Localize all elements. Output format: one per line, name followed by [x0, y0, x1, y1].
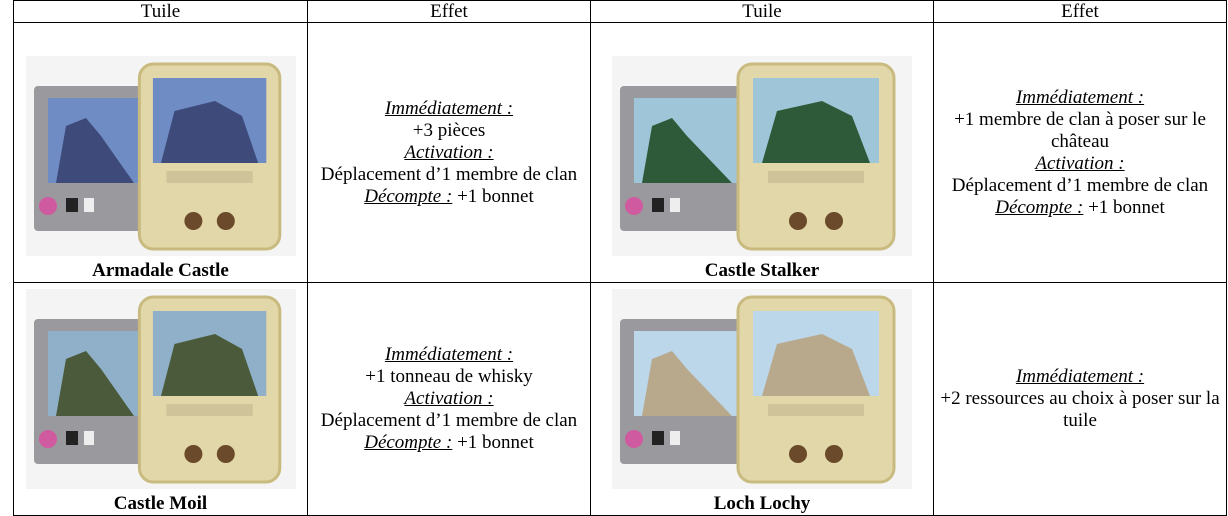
table-row: Castle Moil Immédiatement : +1 tonneau de …: [13, 282, 1227, 516]
effect-text: +1 bonnet: [457, 185, 534, 207]
tile-photo: [612, 289, 912, 489]
tile: Castle Moil: [14, 283, 307, 515]
effect-text: Déplacement d’1 membre de clan: [951, 174, 1209, 196]
effect-cell: Immédiatement : +3 pièces Activation : Dépl…: [307, 22, 591, 283]
effect-line: Immédiatement :: [938, 87, 1222, 109]
tile: Armadale Castle: [14, 23, 307, 282]
effect-text: +1 membre de clan à poser sur le château: [954, 108, 1206, 152]
effect-line: Activation :: [312, 142, 586, 164]
column-header: Tuile: [590, 0, 934, 23]
tile-cell: Armadale Castle: [13, 22, 308, 283]
effect-line: +1 tonneau de whisky: [312, 366, 586, 388]
effect-heading: Activation :: [404, 388, 494, 409]
tile-name: Castle Stalker: [704, 260, 820, 281]
effect-heading: Activation :: [404, 141, 494, 163]
effect-line: Déplacement d’1 membre de clan: [938, 175, 1222, 197]
tile-photo: [612, 56, 912, 256]
tile-name: Armadale Castle: [92, 260, 229, 281]
effect-line: +2 ressources au choix à poser sur la tu…: [938, 388, 1222, 432]
effect-line: Activation :: [938, 153, 1222, 175]
effect-line: Décompte : +1 bonnet: [312, 186, 586, 208]
tile: Castle Stalker: [591, 23, 933, 282]
effect-text: +2 ressources au choix à poser sur la tu…: [940, 388, 1220, 431]
effect-text: +3 pièces: [412, 119, 486, 141]
effect-cell: Immédiatement : +2 ressources au choix à …: [933, 282, 1227, 516]
effect-heading: Immédiatement :: [384, 344, 514, 365]
tiles-table: Tuile Effet Tuile Effet Armadale Castle Immé…: [13, 0, 1227, 516]
effect-heading: Immédiatement :: [1015, 86, 1145, 108]
header-row: Tuile Effet Tuile Effet: [13, 0, 1227, 23]
effect-line: Déplacement d’1 membre de clan: [312, 410, 586, 432]
effect-heading: Décompte :: [364, 432, 453, 453]
tile-cell: Loch Lochy: [590, 282, 934, 516]
effect-line: +3 pièces: [312, 120, 586, 142]
effect-line: Immédiatement :: [312, 98, 586, 120]
effect: Immédiatement : +1 membre de clan à poser…: [934, 87, 1226, 219]
effect: Immédiatement : +3 pièces Activation : Dépl…: [308, 98, 590, 208]
effect-text: +1 bonnet: [1088, 196, 1165, 218]
effect-line: Immédiatement :: [312, 344, 586, 366]
tile-name: Loch Lochy: [713, 493, 811, 514]
effect-heading: Activation :: [1035, 152, 1125, 174]
effect-line: Déplacement d’1 membre de clan: [312, 164, 586, 186]
effect: Immédiatement : +1 tonneau de whisky Activ…: [308, 344, 590, 454]
tile-cell: Castle Stalker: [590, 22, 934, 283]
table-row: Armadale Castle Immédiatement : +3 pièces A…: [13, 22, 1227, 283]
column-header: Effet: [307, 0, 591, 23]
effect-line: Immédiatement :: [938, 366, 1222, 388]
effect-text: +1 bonnet: [457, 432, 534, 453]
tile: Loch Lochy: [591, 283, 933, 515]
column-header: Effet: [933, 0, 1227, 23]
effect-line: Activation :: [312, 388, 586, 410]
column-header: Tuile: [13, 0, 308, 23]
tile-name: Castle Moil: [113, 493, 208, 514]
effect: Immédiatement : +2 ressources au choix à …: [934, 366, 1226, 432]
effect-cell: Immédiatement : +1 membre de clan à poser…: [933, 22, 1227, 283]
effect-heading: Immédiatement :: [384, 97, 514, 119]
effect-heading: Décompte :: [995, 196, 1084, 218]
tile-photo: [25, 56, 296, 256]
tile-cell: Castle Moil: [13, 282, 308, 516]
effect-text: +1 tonneau de whisky: [365, 366, 533, 387]
effect-line: Décompte : +1 bonnet: [938, 197, 1222, 219]
effect-line: +1 membre de clan à poser sur le château: [938, 109, 1222, 153]
effect-heading: Décompte :: [364, 185, 453, 207]
effect-heading: Immédiatement :: [1015, 366, 1145, 387]
effect-cell: Immédiatement : +1 tonneau de whisky Activ…: [307, 282, 591, 516]
effect-text: Déplacement d’1 membre de clan: [320, 410, 578, 431]
effect-line: Décompte : +1 bonnet: [312, 432, 586, 454]
effect-text: Déplacement d’1 membre de clan: [320, 163, 578, 185]
tile-photo: [25, 289, 296, 489]
